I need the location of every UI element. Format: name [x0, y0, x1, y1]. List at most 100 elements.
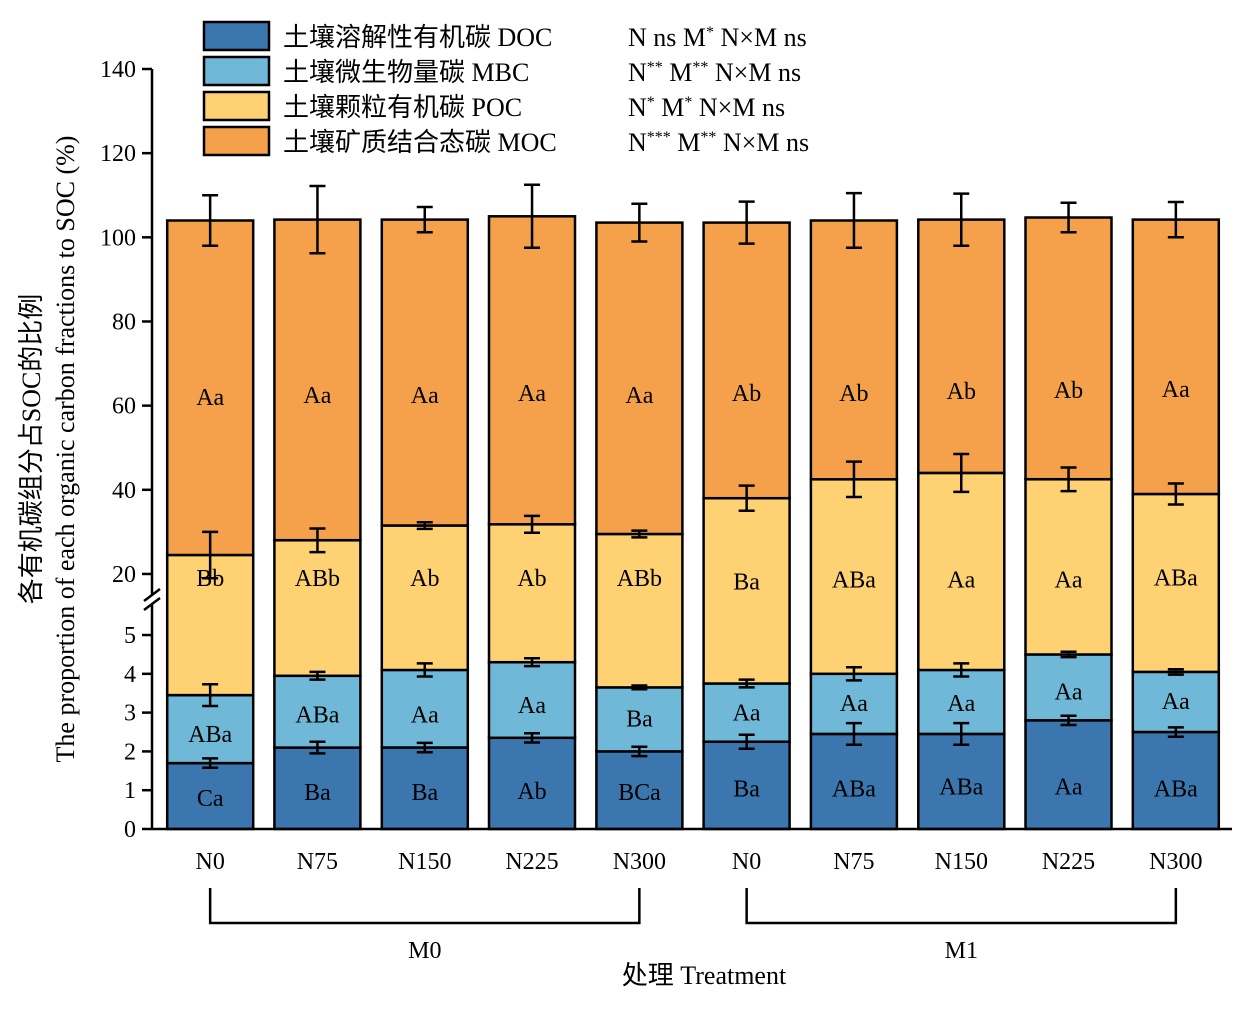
bar-moc-4: [595, 221, 684, 536]
group-bracket-line: [208, 888, 641, 925]
x-tick-label-2: N150: [398, 849, 451, 875]
bar-poc-4: [595, 532, 684, 689]
errorbar-moc-4: [631, 202, 648, 243]
data-label-mbc-5: Aa: [733, 701, 761, 727]
errorbar-mbc-6: [845, 665, 862, 682]
data-label-doc-2: Ba: [411, 780, 438, 806]
data-label-moc-1: Aa: [303, 383, 331, 409]
legend-swatch-mbc: [202, 55, 271, 87]
errorbar-poc-3: [524, 514, 541, 534]
y-tick-label-40: 40: [112, 478, 136, 504]
data-label-moc-5: Ab: [732, 381, 761, 407]
errorbar-mbc-4: [631, 684, 648, 691]
data-label-mbc-4: Ba: [626, 706, 653, 732]
y-tick-label-0: 0: [124, 817, 136, 843]
data-label-mbc-8: Aa: [1055, 679, 1083, 705]
group-label-m0: M0: [408, 938, 441, 964]
data-label-poc-1: ABb: [295, 566, 340, 592]
y-axis-title-cn: 各有机碳组分占SOC的比例: [17, 294, 46, 605]
bar-poc-9: [1131, 492, 1221, 674]
y-tick-label-120: 120: [100, 141, 136, 167]
legend-stat-poc-part-4: N×M ns: [692, 93, 785, 122]
y-tick-label-20: 20: [112, 562, 136, 588]
x-tick-label-0: N0: [196, 849, 225, 875]
bar-moc-8: [1024, 216, 1113, 481]
legend-stat-poc: N* M* N×M ns: [628, 93, 785, 122]
data-label-doc-3: Ab: [517, 779, 546, 805]
errorbar-poc-4: [631, 529, 648, 539]
y-tick-label-4: 4: [124, 662, 136, 688]
legend-stat-moc-part-0: N: [628, 128, 647, 157]
errorbar-mbc-5: [738, 678, 755, 689]
errorbar-moc-7: [953, 192, 970, 247]
errorbar-doc-7: [953, 721, 970, 747]
errorbar-mbc-8: [1060, 650, 1077, 659]
x-tick-label-7: N150: [935, 849, 988, 875]
data-label-mbc-9: Aa: [1162, 689, 1190, 715]
errorbar-mbc-7: [953, 662, 970, 678]
bar-mbc-8: [1024, 653, 1113, 722]
bar-moc-7: [917, 218, 1006, 475]
legend-stat-poc-part-0: N: [628, 93, 647, 122]
data-label-mbc-6: Aa: [840, 691, 868, 717]
legend-swatch-moc: [202, 125, 271, 157]
errorbar-mbc-9: [1167, 667, 1184, 676]
x-tick-label-4: N300: [613, 849, 666, 875]
errorbar-poc-9: [1167, 482, 1184, 506]
errorbar-moc-2: [416, 205, 433, 234]
legend-stat-doc: N ns M* N×M ns: [628, 23, 807, 52]
legend-label-doc: 土壤溶解性有机碳 DOC: [283, 23, 552, 52]
y-axis-title-en: The proportion of each organic carbon fr…: [51, 136, 80, 763]
errorbar-doc-6: [845, 721, 862, 747]
legend-stat-poc-part-2: M: [655, 93, 685, 122]
errorbar-doc-4: [631, 745, 648, 758]
errorbar-doc-5: [738, 733, 755, 750]
data-label-poc-8: Aa: [1055, 567, 1083, 593]
legend-label-mbc: 土壤微生物量碳 MBC: [283, 58, 529, 87]
bar-mbc-5: [702, 682, 791, 743]
legend-stat-doc-part-0: N ns M: [628, 23, 706, 52]
legend-stat-mbc-part-1: **: [647, 59, 663, 76]
errorbar-moc-1: [309, 184, 326, 255]
data-label-doc-9: ABa: [1154, 776, 1198, 802]
errorbar-poc-8: [1060, 466, 1077, 493]
data-label-poc-5: Ba: [733, 570, 760, 596]
data-label-moc-6: Ab: [839, 381, 868, 407]
errorbar-moc-0: [202, 193, 219, 247]
data-label-poc-7: Aa: [947, 567, 975, 593]
y-tick-label-60: 60: [112, 394, 136, 420]
errorbar-mbc-3: [524, 657, 541, 668]
data-label-poc-3: Ab: [517, 566, 546, 592]
data-label-poc-2: Ab: [410, 566, 439, 592]
bar-moc-5: [702, 221, 791, 500]
bar-doc-1: [273, 746, 362, 831]
data-label-moc-2: Aa: [411, 383, 439, 409]
errorbar-poc-2: [416, 520, 433, 531]
bar-doc-0: [165, 761, 255, 831]
errorbar-poc-1: [309, 527, 326, 554]
x-axis-title: 处理 Treatment: [622, 961, 787, 990]
bar-moc-6: [809, 219, 899, 481]
data-label-moc-9: Aa: [1162, 377, 1190, 403]
y-tick-label-140: 140: [100, 57, 136, 83]
data-label-doc-8: Aa: [1055, 774, 1083, 800]
data-label-moc-8: Ab: [1054, 378, 1083, 404]
legend-stat-moc: N*** M** N×M ns: [628, 128, 809, 157]
bar-doc-7: [917, 732, 1006, 831]
errorbar-poc-0: [202, 530, 219, 580]
bar-doc-9: [1131, 730, 1221, 831]
data-label-doc-0: Ca: [197, 786, 224, 812]
x-tick-label-6: N75: [833, 849, 874, 875]
legend-stat-poc-part-3: *: [684, 94, 692, 111]
legend-stat-moc-part-2: M: [671, 128, 701, 157]
bar-poc-2: [380, 524, 470, 672]
errorbar-doc-9: [1167, 726, 1184, 738]
bar-poc-3: [487, 523, 577, 664]
y-tick-label-100: 100: [100, 225, 136, 251]
errorbar-mbc-1: [309, 670, 326, 681]
errorbar-doc-0: [202, 757, 219, 769]
group-bracket-m1: [745, 888, 1178, 925]
legend-stat-mbc-part-3: **: [692, 59, 708, 76]
